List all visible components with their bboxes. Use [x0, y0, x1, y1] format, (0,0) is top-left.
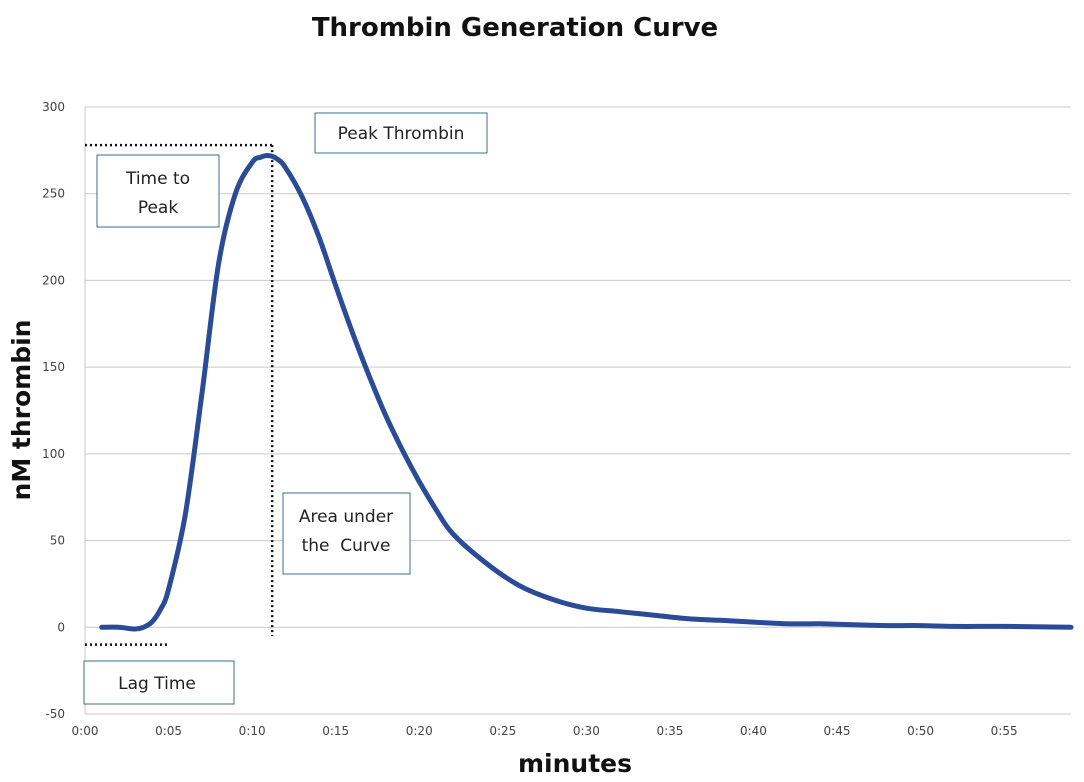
x-tick-label: 0:00 — [72, 724, 99, 738]
area-under-curve-label-line1: Area under — [299, 507, 393, 527]
area-under-curve-label-line2: the Curve — [302, 536, 391, 556]
y-tick-label: 50 — [50, 534, 65, 548]
y-tick-label: -50 — [45, 707, 65, 721]
time-to-peak-box: Time to Peak — [96, 154, 220, 228]
x-tick-label: 0:50 — [907, 724, 934, 738]
y-axis-label: nM thrombin — [7, 320, 36, 501]
x-tick-label: 0:25 — [489, 724, 516, 738]
x-tick-label: 0:45 — [824, 724, 851, 738]
x-tick-label: 0:55 — [991, 724, 1018, 738]
guide-lines — [85, 143, 274, 646]
series-line-thrombin — [99, 153, 1074, 632]
x-tick-label: 0:20 — [406, 724, 433, 738]
y-tick-label: 300 — [42, 100, 65, 114]
x-tick-label: 0:35 — [656, 724, 683, 738]
chart-title: Thrombin Generation Curve — [312, 13, 718, 43]
grid-lines — [84, 106, 1071, 715]
y-tick-label: 250 — [42, 187, 65, 201]
lag-time-label: Lag Time — [118, 674, 196, 694]
x-tick-label: 0:15 — [322, 724, 349, 738]
time-to-peak-label-line1: Time to — [125, 169, 190, 189]
y-tick-labels: 300 250 200 150 100 50 0 -50 — [42, 100, 65, 721]
y-tick-label: 100 — [42, 447, 65, 461]
peak-thrombin-label: Peak Thrombin — [338, 124, 465, 144]
lag-time-box: Lag Time — [83, 660, 235, 705]
x-tick-label: 0:30 — [573, 724, 600, 738]
time-to-peak-label-line2: Peak — [138, 198, 179, 218]
peak-thrombin-box: Peak Thrombin — [314, 112, 488, 154]
x-tick-label: 0:05 — [155, 724, 182, 738]
x-axis-label: minutes — [518, 749, 632, 778]
area-under-curve-box: Area under the Curve — [282, 492, 411, 575]
y-tick-label: 200 — [42, 273, 65, 287]
y-tick-label: 150 — [42, 360, 65, 374]
y-tick-label: 0 — [57, 620, 65, 634]
x-tick-label: 0:10 — [239, 724, 266, 738]
x-tick-label: 0:40 — [740, 724, 767, 738]
series-group — [99, 153, 1074, 632]
x-tick-labels: 0:00 0:05 0:10 0:15 0:20 0:25 0:30 0:35 0:40 0:45… — [72, 724, 1018, 738]
